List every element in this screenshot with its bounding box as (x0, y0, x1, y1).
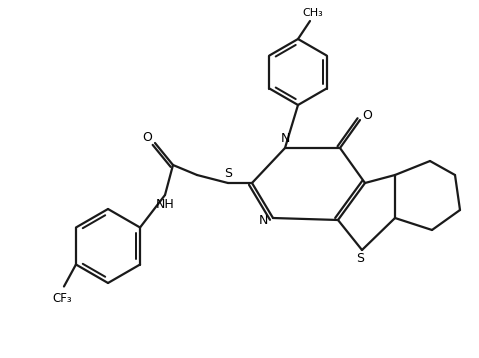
Text: S: S (356, 252, 364, 266)
Text: NH: NH (156, 198, 174, 211)
Text: CF₃: CF₃ (52, 292, 72, 305)
Text: N: N (280, 131, 290, 145)
Text: S: S (224, 166, 232, 179)
Text: N: N (258, 213, 268, 227)
Text: O: O (362, 108, 372, 121)
Text: O: O (142, 131, 152, 144)
Text: CH₃: CH₃ (303, 8, 323, 18)
